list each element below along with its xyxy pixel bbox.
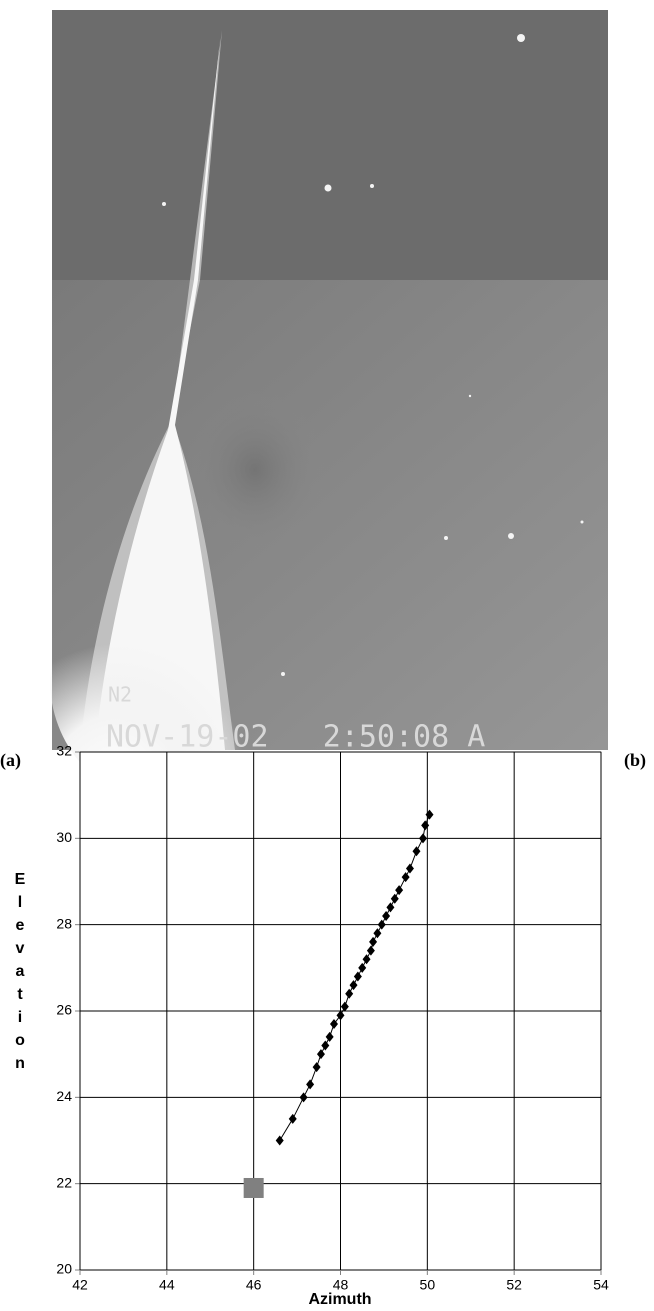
star xyxy=(517,34,525,42)
y-tick-label: 30 xyxy=(56,829,72,845)
x-tick-label: 46 xyxy=(246,1277,262,1293)
x-tick-label: 42 xyxy=(72,1277,88,1293)
photo: N2 NOV-19-02 2:50:08 A xyxy=(50,10,608,800)
y-tick-label: 24 xyxy=(56,1088,72,1104)
shadow xyxy=(185,390,325,550)
star xyxy=(370,184,374,188)
star xyxy=(162,202,166,206)
panel-label: (a) xyxy=(0,750,21,771)
y-tick-label: 22 xyxy=(56,1174,72,1190)
marker xyxy=(244,1178,264,1198)
x-tick-label: 52 xyxy=(506,1277,522,1293)
panel-label: (b) xyxy=(624,750,646,771)
x-tick-label: 44 xyxy=(159,1277,175,1293)
y-tick-label: 32 xyxy=(56,743,72,759)
camera-id: N2 xyxy=(108,683,132,707)
star xyxy=(325,185,332,192)
y-tick-label: 26 xyxy=(56,1002,72,1018)
star xyxy=(581,521,584,524)
star xyxy=(444,536,448,540)
y-tick-label: 28 xyxy=(56,915,72,931)
x-tick-label: 50 xyxy=(420,1277,436,1293)
star xyxy=(469,395,471,397)
x-axis-title: Azimuth xyxy=(308,1291,371,1308)
photo-top xyxy=(52,10,608,280)
timestamp: NOV-19-02 2:50:08 A xyxy=(106,720,485,755)
x-tick-label: 48 xyxy=(333,1277,349,1293)
y-tick-label: 20 xyxy=(56,1261,72,1277)
star xyxy=(281,672,285,676)
x-tick-label: 54 xyxy=(593,1277,609,1293)
figure: N2 NOV-19-02 2:50:08 A (a) (b) Azimuth E… xyxy=(0,0,654,1311)
star xyxy=(508,533,514,539)
